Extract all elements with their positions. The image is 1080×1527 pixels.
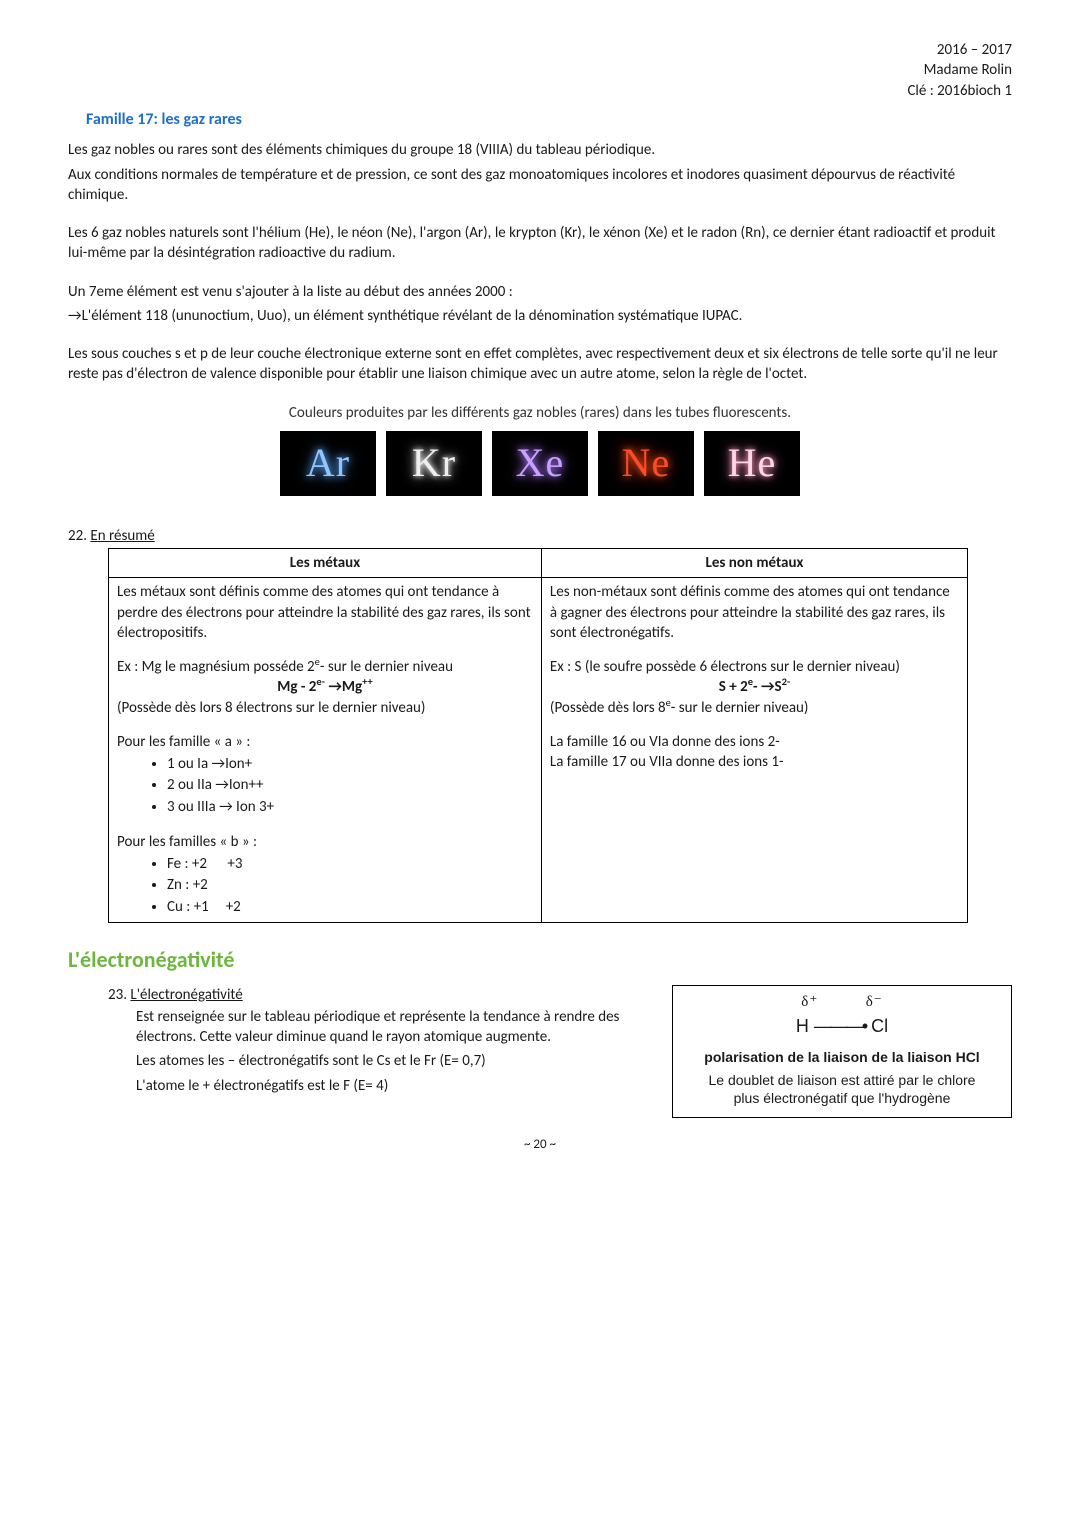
list-item: 3 ou IIIa → Ion 3+ xyxy=(167,797,533,817)
nonmetals-equation: S + 2e- →S2- xyxy=(550,677,959,697)
header-year: 2016 – 2017 xyxy=(68,40,1012,60)
hcl-arrow: H ———• Cl xyxy=(683,1014,1001,1038)
table-cell-metals: Les métaux sont définis comme des atomes… xyxy=(109,578,542,923)
metals-example: Ex : Mg le magnésium posséde 2e- sur le … xyxy=(117,657,533,677)
family-a-label: Pour les famille « a » : xyxy=(117,732,533,752)
body-text: Les sous couches s et p de leur couche é… xyxy=(68,344,1012,385)
gas-tubes-figure: ArKrXeNeHe xyxy=(68,431,1012,496)
summary-heading: 22. En résumé xyxy=(68,526,1012,546)
polarisation-title: polarisation de la liaison de la liaison… xyxy=(683,1048,1001,1067)
table-header-metals: Les métaux xyxy=(109,549,542,578)
electro-number: 23. xyxy=(108,986,127,1004)
list-item: Zn : +2 xyxy=(167,875,533,895)
electronegativity-section: 23. L'électronégativité Est renseignée s… xyxy=(68,985,1012,1119)
family-b-label: Pour les familles « b » : xyxy=(117,832,533,852)
page-header: 2016 – 2017 Madame Rolin Clé : 2016bioch… xyxy=(68,40,1012,101)
list-item: 1 ou Ia →Ion+ xyxy=(167,754,533,774)
paragraph-block-1: Les gaz nobles ou rares sont des élément… xyxy=(68,140,1012,205)
polarisation-text: Le doublet de liaison est attiré par le … xyxy=(683,1071,1001,1107)
section-title-electronegativite: L'électronégativité xyxy=(68,945,1012,975)
gas-tube-kr: Kr xyxy=(386,431,482,496)
paragraph-block-3: Un 7eme élément est venu s'ajouter à la … xyxy=(68,282,1012,327)
section-title-gaz-rares: Famille 17: les gaz rares xyxy=(86,109,1012,131)
nonmetals-equation-after: (Possède dès lors 8e- sur le dernier niv… xyxy=(550,698,959,718)
summary-table: Les métaux Les non métaux Les métaux son… xyxy=(108,548,968,923)
family-b-list: Fe : +2 +3 Zn : +2 Cu : +1 +2 xyxy=(117,854,533,917)
family-a-list: 1 ou Ia →Ion+ 2 ou IIa →Ion++ 3 ou IIIa … xyxy=(117,754,533,817)
list-item: Cu : +1 +2 xyxy=(167,897,533,917)
gas-tube-ar: Ar xyxy=(280,431,376,496)
body-text: Aux conditions normales de température e… xyxy=(68,165,1012,206)
electro-text: Les atomes les – électronégatifs sont le… xyxy=(136,1051,654,1071)
metals-definition: Les métaux sont définis comme des atomes… xyxy=(117,582,533,643)
list-item: Fe : +2 +3 xyxy=(167,854,533,874)
paragraph-block-2: Les 6 gaz nobles naturels sont l'hélium … xyxy=(68,223,1012,264)
page-number: ~ 20 ~ xyxy=(68,1136,1012,1154)
electro-heading: 23. L'électronégativité xyxy=(108,985,654,1005)
figure-caption: Couleurs produites par les différents ga… xyxy=(68,403,1012,423)
hcl-polarisation-box: δ⁺ δ⁻ H ———• Cl polarisation de la liais… xyxy=(672,985,1012,1119)
table-header-nonmetals: Les non métaux xyxy=(541,549,967,578)
paragraph-block-4: Les sous couches s et p de leur couche é… xyxy=(68,344,1012,385)
summary-title: En résumé xyxy=(90,527,154,545)
electro-text: L'atome le + électronégatifs est le F (E… xyxy=(136,1076,654,1096)
header-teacher: Madame Rolin xyxy=(68,60,1012,80)
family-16: La famille 16 ou VIa donne des ions 2- xyxy=(550,732,959,752)
header-key: Clé : 2016bioch 1 xyxy=(68,81,1012,101)
gas-tube-xe: Xe xyxy=(492,431,588,496)
table-cell-nonmetals: Les non-métaux sont définis comme des at… xyxy=(541,578,967,923)
metals-equation-after: (Possède dès lors 8 électrons sur le der… xyxy=(117,698,533,718)
list-item: 2 ou IIa →Ion++ xyxy=(167,775,533,795)
body-text: Un 7eme élément est venu s'ajouter à la … xyxy=(68,282,1012,302)
body-text: Les 6 gaz nobles naturels sont l'hélium … xyxy=(68,223,1012,264)
family-17: La famille 17 ou VIIa donne des ions 1- xyxy=(550,752,959,772)
nonmetals-definition: Les non-métaux sont définis comme des at… xyxy=(550,582,959,643)
delta-charges: δ⁺ δ⁻ xyxy=(683,992,1001,1012)
body-text: Les gaz nobles ou rares sont des élément… xyxy=(68,140,1012,160)
electro-title: L'électronégativité xyxy=(130,986,242,1004)
summary-number: 22. xyxy=(68,527,87,545)
electro-text: Est renseignée sur le tableau périodique… xyxy=(136,1007,654,1048)
gas-tube-ne: Ne xyxy=(598,431,694,496)
gas-tube-he: He xyxy=(704,431,800,496)
metals-equation: Mg - 2e- →Mg++ xyxy=(117,677,533,697)
nonmetals-example: Ex : S (le soufre possède 6 électrons su… xyxy=(550,657,959,677)
body-text: →L'élément 118 (ununoctium, Uuo), un élé… xyxy=(68,306,1012,326)
